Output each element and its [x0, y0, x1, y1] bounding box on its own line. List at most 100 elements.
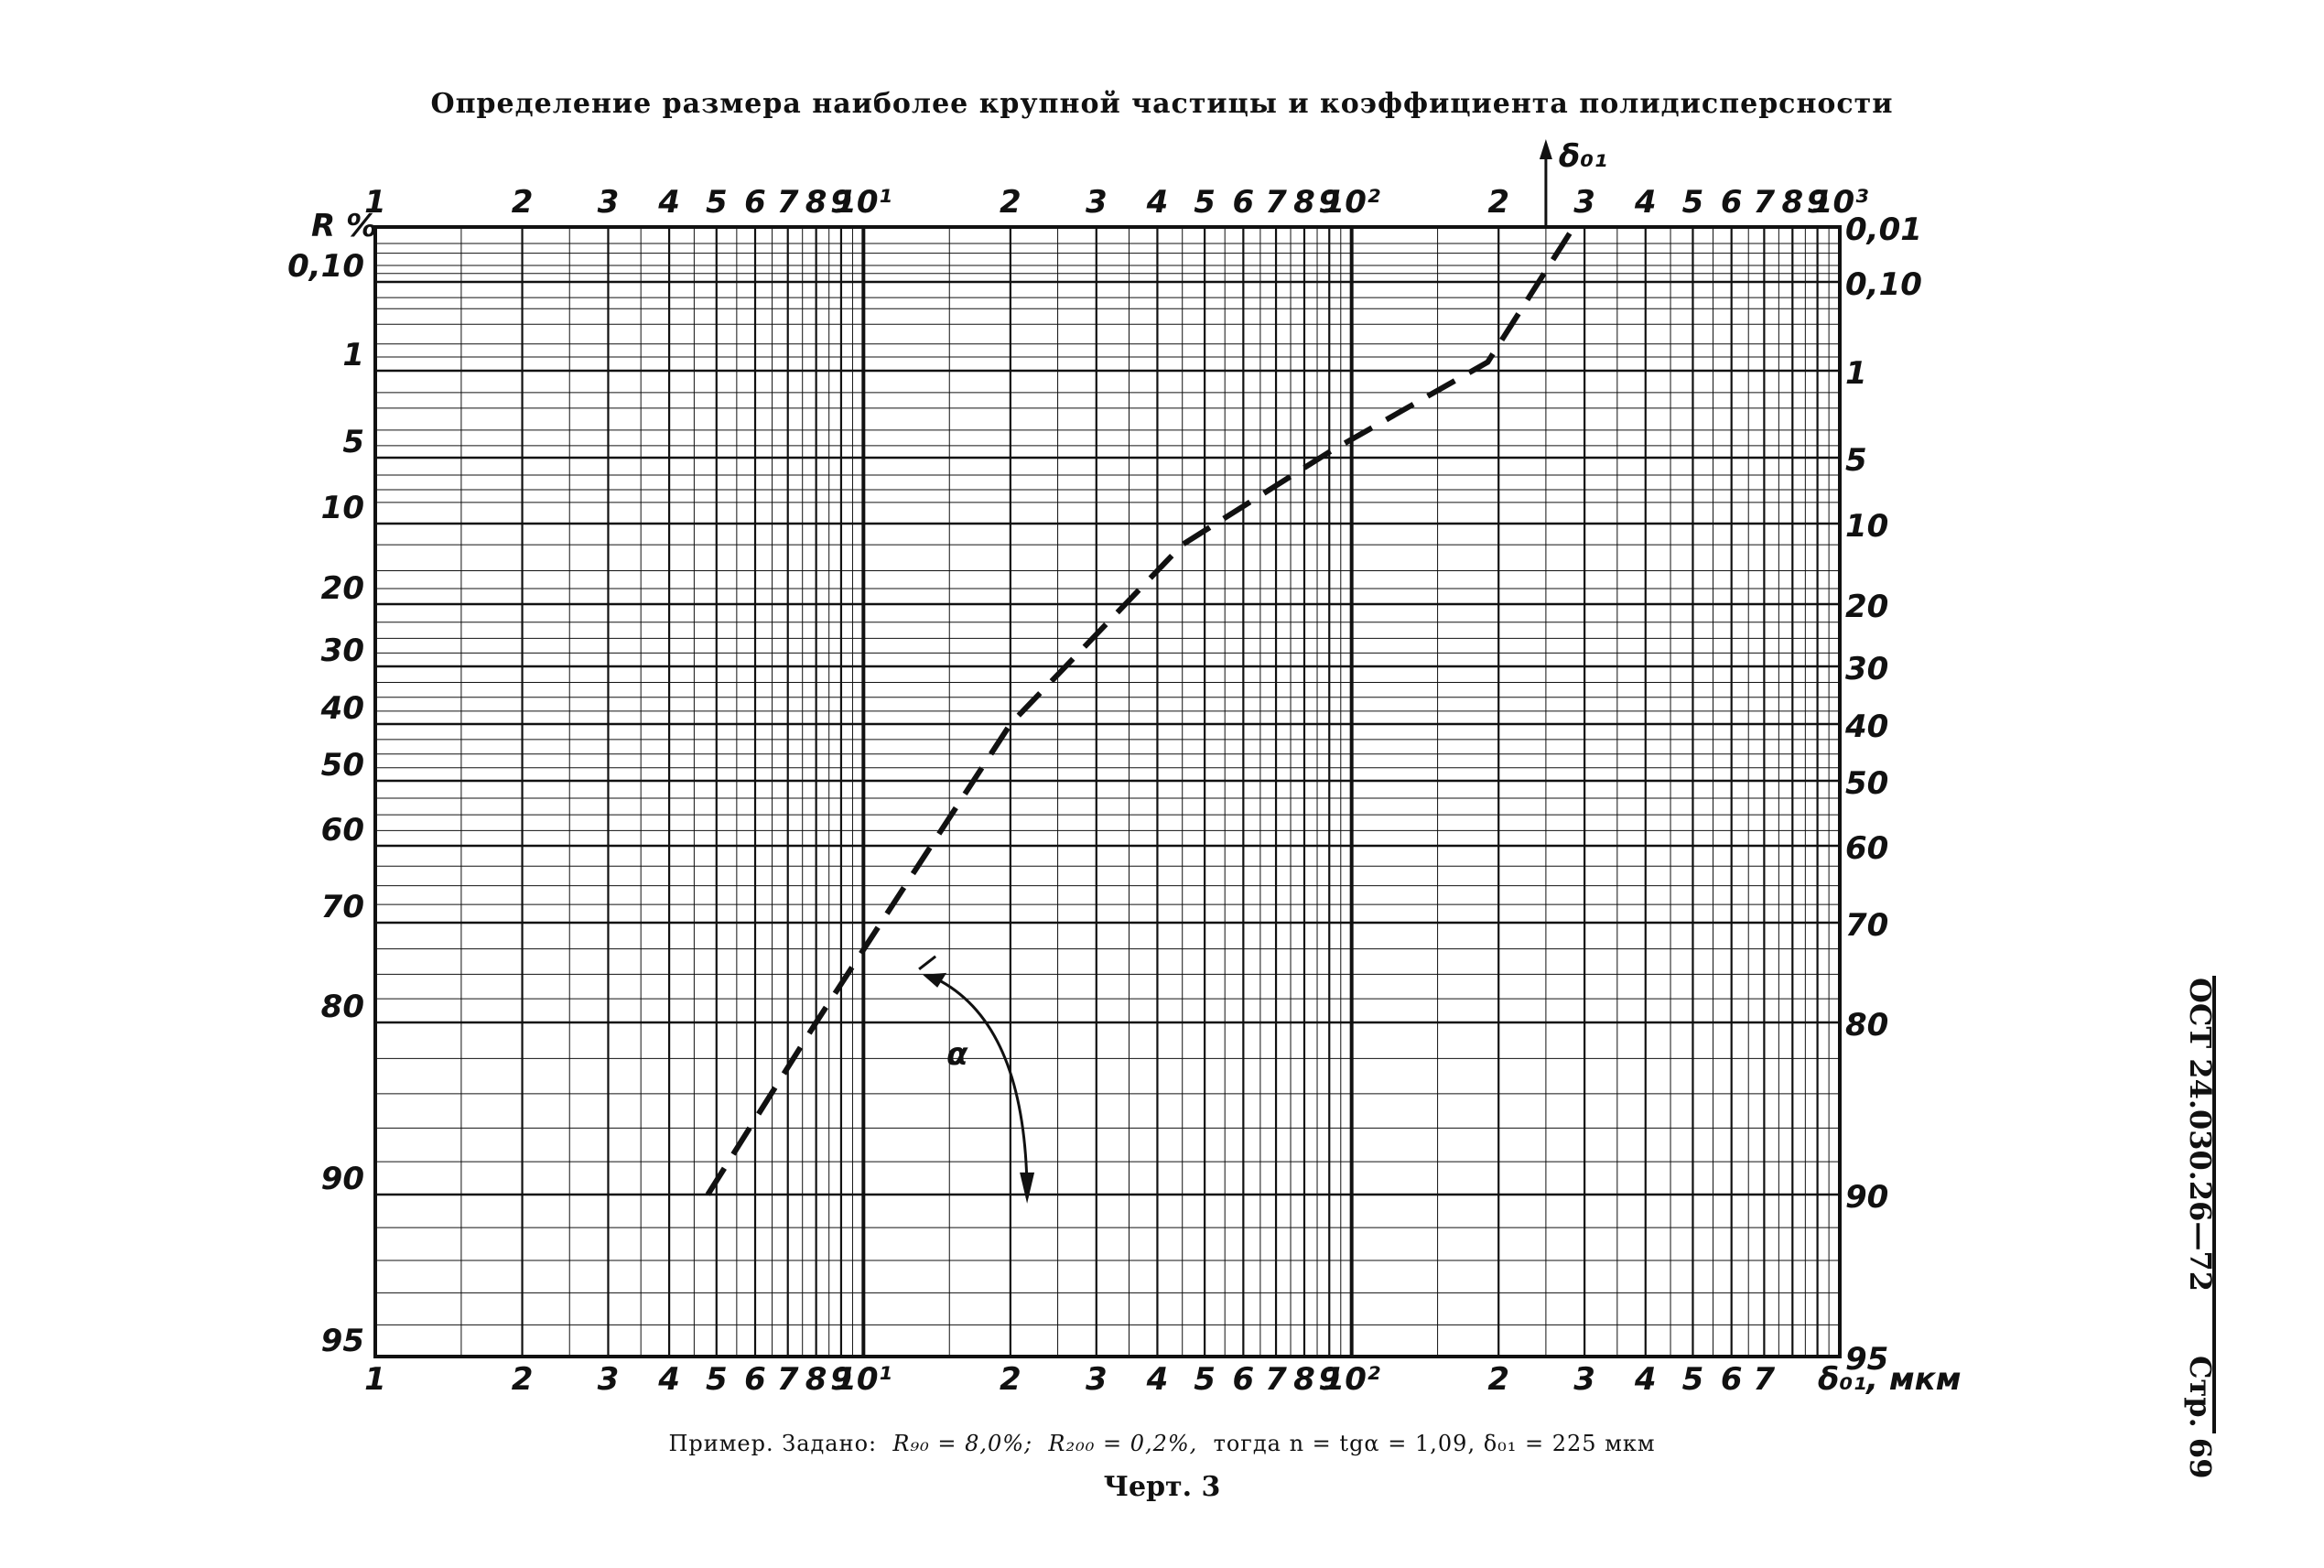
data-series: [705, 225, 1576, 1196]
y-tick-right-label: 10: [1845, 508, 1888, 545]
x-tick-bottom-label: 3: [598, 1361, 620, 1398]
x-tick-bottom-label: 6: [1233, 1361, 1255, 1398]
y-tick-right-label: 95: [1845, 1341, 1888, 1378]
x-tick-bottom-label: 4: [1634, 1361, 1657, 1398]
y-tick-left-label: 20: [321, 570, 364, 607]
x-tick-top-label: 2: [1487, 184, 1509, 221]
side-rule: [2212, 976, 2216, 1433]
y-tick-left-label: 95: [321, 1323, 364, 1359]
x-tick-bottom-label: 6: [744, 1361, 766, 1398]
x-tick-top-label: 7: [1754, 184, 1776, 221]
x-tick-top-label: 7: [1265, 184, 1287, 221]
side-header: ОСТ 24.030.26—72 Стр. 69: [2181, 978, 2218, 1490]
caption-lead: Пример. Задано:: [668, 1431, 878, 1456]
x-tick-top-label: 9: [1807, 184, 1829, 221]
y-tick-right-label: 60: [1845, 830, 1888, 867]
y-tick-right-label: 30: [1845, 651, 1888, 687]
top-axis-arrowhead: [1539, 139, 1552, 159]
y-tick-right-label: 80: [1845, 1007, 1888, 1044]
chart-caption: Пример. Задано: R₉₀ = 8,0%; R₂₀₀ = 0,2%,…: [0, 1431, 2324, 1456]
angle-tick: [918, 955, 937, 971]
angle-arc: [935, 977, 1029, 1198]
x-tick-top-label: 5: [1682, 184, 1704, 221]
angle-arrowhead: [1020, 1172, 1035, 1204]
x-axis-label: δ₀₁, мкм: [1818, 1361, 1962, 1398]
caption-rest: тогда n = tgα = 1,09, δ₀₁ = 225 мкм: [1213, 1431, 1656, 1456]
y-tick-left-label: 1: [342, 337, 364, 373]
x-tick-top-label: 5: [1194, 184, 1216, 221]
y-tick-right-label: 90: [1845, 1179, 1888, 1216]
x-tick-top-label: 1: [364, 184, 386, 221]
x-tick-top-label: 3: [1573, 184, 1595, 221]
figure-label: Черт. 3: [1103, 1471, 1221, 1503]
doc-number: ОСТ 24.030.26—72: [2183, 978, 2218, 1292]
x-tick-bottom-label: 4: [1146, 1361, 1169, 1398]
page-number: Стр. 69: [2183, 1355, 2218, 1479]
y-tick-right-label: 0,01: [1845, 211, 1922, 248]
chart-grid: [373, 225, 1842, 1358]
y-tick-right-label: 20: [1845, 589, 1888, 625]
x-tick-top-label: 5: [706, 184, 728, 221]
y-tick-right-label: 5: [1845, 442, 1867, 479]
x-tick-top-label: 10²: [1324, 184, 1380, 221]
y-tick-left-label: 80: [321, 989, 364, 1025]
y-axis-label: R %: [311, 208, 377, 244]
x-tick-top-label: 8: [805, 184, 827, 221]
y-tick-left-label: 10: [321, 490, 364, 526]
top-axis-label: δ₀₁: [1559, 138, 1607, 175]
x-tick-top-label: 2: [1000, 184, 1021, 221]
y-tick-left-label: 70: [321, 889, 364, 925]
caption-r200: R₂₀₀ = 0,2%,: [1048, 1431, 1198, 1456]
x-tick-top-label: 3: [598, 184, 620, 221]
x-tick-top-label: 4: [1146, 184, 1169, 221]
y-tick-left-label: 90: [321, 1161, 364, 1197]
x-tick-bottom-label: 10¹: [835, 1361, 892, 1398]
annotations: δ₀₁ α: [918, 138, 1607, 1204]
y-tick-left-label: 40: [320, 690, 364, 727]
x-tick-bottom-label: 8: [1293, 1361, 1315, 1398]
x-tick-bottom-label: 2: [1000, 1361, 1021, 1398]
angle-label: α: [946, 1036, 968, 1073]
x-tick-bottom-label: 5: [1194, 1361, 1216, 1398]
x-tick-bottom-label: 3: [1573, 1361, 1595, 1398]
y-tick-right-label: 40: [1844, 708, 1888, 745]
x-tick-top-label: 4: [657, 184, 680, 221]
x-tick-bottom-label: 7: [777, 1361, 799, 1398]
y-tick-right-label: 50: [1845, 765, 1888, 802]
x-tick-top-label: 4: [1634, 184, 1657, 221]
x-tick-bottom-label: 4: [657, 1361, 680, 1398]
x-tick-bottom-label: 9: [1318, 1361, 1340, 1398]
x-tick-top-label: 6: [1721, 184, 1743, 221]
y-tick-right-label: 70: [1845, 907, 1888, 944]
x-tick-bottom-label: 2: [512, 1361, 534, 1398]
x-tick-top-label: 6: [1233, 184, 1255, 221]
x-tick-top-label: 10³: [1811, 184, 1868, 221]
x-tick-bottom-label: 7: [1754, 1361, 1776, 1398]
x-tick-top-label: 9: [1318, 184, 1340, 221]
caption-r90: R₉₀ = 8,0%;: [892, 1431, 1033, 1456]
x-tick-top-label: 3: [1086, 184, 1108, 221]
x-tick-top-label: 8: [1293, 184, 1315, 221]
x-tick-bottom-label: 1: [364, 1361, 386, 1398]
x-tick-bottom-label: 6: [1721, 1361, 1743, 1398]
x-tick-bottom-label: 10²: [1324, 1361, 1380, 1398]
plot-frame: [373, 225, 1842, 1358]
y-tick-right-label: 0,10: [1845, 266, 1922, 303]
x-tick-top-label: 10¹: [835, 184, 892, 221]
y-tick-left-label: 50: [321, 747, 364, 784]
x-tick-top-label: 6: [744, 184, 766, 221]
y-tick-left-label: 0,10: [287, 248, 364, 285]
y-tick-left-label: 60: [321, 812, 364, 849]
x-tick-bottom-label: 9: [830, 1361, 852, 1398]
y-tick-left-label: 30: [321, 633, 364, 669]
x-tick-bottom-label: 8: [805, 1361, 827, 1398]
x-tick-bottom-label: 3: [1086, 1361, 1108, 1398]
chart-title: Определение размера наиболее крупной час…: [430, 88, 1894, 120]
x-tick-bottom-label: 5: [1682, 1361, 1704, 1398]
y-tick-right-label: 1: [1845, 355, 1867, 392]
y-tick-left-label: 5: [342, 424, 364, 460]
x-tick-bottom-label: 7: [1265, 1361, 1287, 1398]
dashed-regression-line: [705, 225, 1576, 1196]
